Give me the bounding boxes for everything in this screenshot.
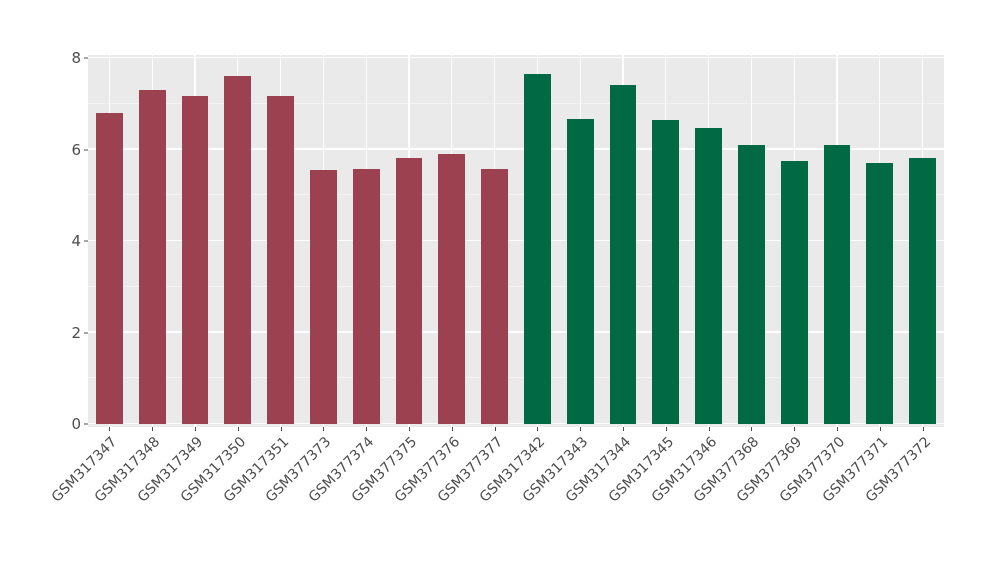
bar bbox=[909, 157, 937, 424]
gridline-horizontal-minor bbox=[88, 194, 944, 196]
x-tick-mark bbox=[451, 427, 453, 431]
bar bbox=[181, 95, 209, 424]
x-tick-mark bbox=[109, 427, 111, 431]
x-tick-mark bbox=[409, 427, 410, 431]
y-tick-label: 8 bbox=[71, 49, 81, 67]
bar bbox=[609, 84, 637, 424]
x-axis: GSM317347 GSM317348 GSM317349 GSM317350 GSM3… bbox=[49, 427, 944, 577]
bar bbox=[695, 128, 723, 424]
x-tick-mark bbox=[237, 427, 239, 431]
x-tick-mark bbox=[837, 427, 838, 431]
x-tick-mark bbox=[794, 427, 796, 431]
gridline-horizontal bbox=[88, 422, 944, 424]
gridline-horizontal bbox=[88, 148, 944, 150]
plot-panel bbox=[88, 55, 944, 427]
x-tick-mark bbox=[195, 427, 196, 431]
x-tick-mark bbox=[280, 427, 282, 431]
y-tick-label: 0 bbox=[71, 415, 81, 433]
gridline-horizontal bbox=[88, 56, 944, 58]
x-tick-mark bbox=[494, 427, 496, 431]
x-tick-mark bbox=[323, 427, 325, 431]
bar bbox=[224, 76, 252, 424]
x-tick-mark bbox=[922, 427, 924, 431]
y-tick-mark bbox=[84, 240, 88, 242]
bar bbox=[352, 168, 380, 424]
y-tick-mark bbox=[84, 149, 88, 150]
bar bbox=[95, 112, 123, 424]
bar bbox=[780, 160, 808, 424]
y-tick-mark bbox=[84, 332, 88, 333]
x-tick-mark bbox=[537, 427, 539, 431]
y-tick-label: 2 bbox=[71, 323, 81, 342]
gridline-horizontal-minor bbox=[88, 285, 944, 287]
bar bbox=[823, 144, 851, 424]
x-tick-mark bbox=[708, 427, 710, 431]
gridline-horizontal bbox=[88, 239, 944, 241]
bar bbox=[138, 90, 166, 424]
bar bbox=[267, 95, 295, 424]
x-tick-mark bbox=[879, 427, 881, 431]
y-tick-mark bbox=[84, 57, 88, 59]
bar bbox=[737, 144, 765, 424]
bar bbox=[395, 157, 423, 424]
gridline-horizontal bbox=[88, 331, 944, 333]
x-tick-mark bbox=[152, 427, 154, 431]
x-tick-mark bbox=[623, 427, 624, 431]
y-tick-label: 6 bbox=[71, 140, 81, 159]
bar bbox=[481, 168, 509, 424]
bar bbox=[866, 163, 894, 424]
y-tick-mark bbox=[84, 423, 88, 425]
gridline-horizontal-minor bbox=[88, 102, 944, 104]
bar bbox=[652, 119, 680, 424]
gridline-horizontal-minor bbox=[88, 377, 944, 379]
y-tick-label: 4 bbox=[71, 232, 81, 250]
y-axis: 0 2 4 6 8 bbox=[48, 49, 88, 433]
x-tick-mark bbox=[580, 427, 582, 431]
x-tick-mark bbox=[665, 427, 667, 431]
bar bbox=[438, 154, 466, 424]
bar bbox=[523, 73, 551, 424]
bars-group bbox=[88, 55, 944, 427]
x-tick-mark bbox=[366, 427, 368, 431]
bar bbox=[309, 170, 337, 424]
bar bbox=[566, 118, 594, 424]
x-tick-mark bbox=[751, 427, 753, 431]
